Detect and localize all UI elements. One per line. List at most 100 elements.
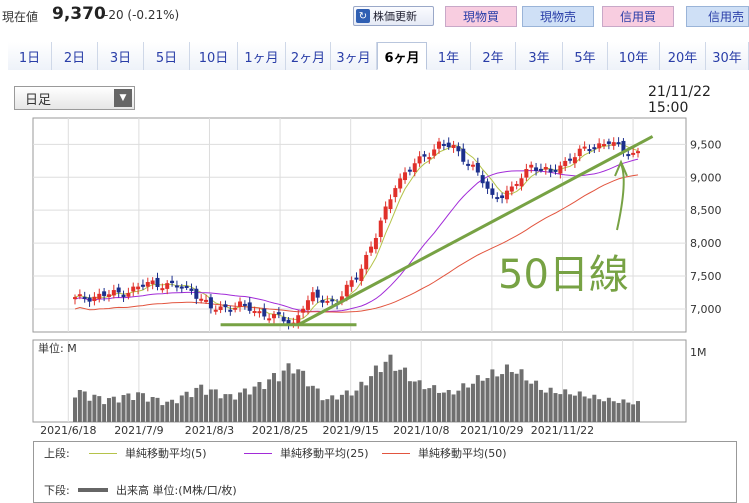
candle-86 — [490, 183, 495, 199]
tab-period-14[interactable]: 20年 — [660, 42, 706, 70]
candle-58 — [354, 272, 359, 283]
candle-body-72 — [422, 154, 427, 157]
margin-buy-button[interactable]: 信用買 — [602, 6, 674, 27]
tab-period-1[interactable]: 2日 — [52, 42, 98, 70]
candle-body-5 — [97, 293, 102, 300]
price-header: 現在値 9,370 -20 (-0.21%) ↻ 株価更新 現物買 現物売 信用… — [0, 0, 749, 34]
candle-89 — [504, 185, 509, 204]
volume-bar-5 — [97, 396, 102, 422]
candle-99 — [553, 164, 558, 175]
candle-body-110 — [606, 141, 611, 144]
legend-ma25: 単純移動平均(25) — [244, 444, 369, 462]
tab-period-4[interactable]: 10日 — [190, 42, 238, 70]
candle-78 — [451, 140, 456, 153]
volume-bar-53 — [330, 395, 335, 422]
candle-body-9 — [116, 287, 121, 293]
candle-106 — [587, 144, 592, 154]
candle-41 — [271, 310, 276, 324]
tab-period-13[interactable]: 10年 — [608, 42, 660, 70]
candle-77 — [446, 137, 451, 150]
volume-bar-84 — [480, 380, 485, 422]
interval-select[interactable]: 日足 ▼ — [14, 86, 135, 110]
cash-buy-button[interactable]: 現物買 — [445, 6, 517, 27]
volume-bar-8 — [111, 396, 116, 422]
volume-bar-96 — [538, 389, 543, 422]
price-tick-label-5: 7,000 — [690, 303, 722, 316]
volume-bar-81 — [466, 387, 471, 422]
margin-sell-button[interactable]: 信用売 — [686, 6, 749, 27]
candle-body-47 — [301, 308, 306, 313]
tab-period-10[interactable]: 2年 — [471, 42, 516, 70]
volume-bar-45 — [291, 373, 296, 422]
candle-88 — [500, 192, 505, 204]
volume-bar-69 — [407, 381, 412, 422]
candle-body-23 — [184, 285, 189, 288]
volume-bar-6 — [102, 404, 107, 422]
candle-98 — [548, 164, 553, 178]
cash-sell-button[interactable]: 現物売 — [522, 6, 594, 27]
candle-body-62 — [373, 238, 378, 250]
candle-44 — [286, 317, 291, 330]
candle-27 — [204, 294, 209, 304]
candle-body-76 — [441, 143, 446, 146]
volume-bar-51 — [320, 400, 325, 422]
tab-period-2[interactable]: 3日 — [98, 42, 144, 70]
candle-body-73 — [427, 157, 432, 160]
tab-period-9[interactable]: 1年 — [427, 42, 471, 70]
tab-period-11[interactable]: 3年 — [516, 42, 563, 70]
candle-body-27 — [204, 299, 209, 302]
tab-period-5[interactable]: 1ヶ月 — [238, 42, 286, 70]
candle-21 — [174, 280, 179, 292]
x-tick-label-3: 2021/8/25 — [252, 424, 308, 437]
ma25-line — [74, 158, 639, 312]
volume-bar-85 — [485, 378, 490, 422]
tab-period-15[interactable]: 30年 — [706, 42, 749, 70]
candle-body-100 — [558, 165, 563, 174]
volume-bar-32 — [228, 394, 233, 422]
tab-period-0[interactable]: 1日 — [8, 42, 52, 70]
candle-29 — [213, 305, 218, 315]
candle-94 — [529, 161, 534, 173]
volume-bar-29 — [213, 389, 218, 422]
volume-bar-7 — [106, 398, 111, 422]
volume-bar-1 — [77, 389, 82, 422]
candle-20 — [170, 275, 175, 287]
candle-93 — [524, 163, 529, 182]
volume-tick-label: 1M — [690, 346, 707, 359]
volume-bar-20 — [170, 399, 175, 422]
volume-bar-67 — [398, 369, 403, 422]
volume-bar-109 — [602, 401, 607, 422]
tab-period-8[interactable]: 6ヶ月 — [377, 42, 427, 70]
volume-unit-label: 単位: M — [38, 341, 77, 355]
tab-period-12[interactable]: 5年 — [563, 42, 608, 70]
tab-period-6[interactable]: 2ヶ月 — [286, 42, 331, 70]
candle-body-115 — [631, 152, 636, 155]
volume-bar-92 — [519, 369, 524, 422]
candle-103 — [572, 152, 577, 168]
candle-26 — [199, 294, 204, 304]
candle-body-50 — [315, 289, 320, 298]
candle-body-58 — [354, 277, 359, 280]
candle-body-94 — [529, 164, 534, 168]
candle-111 — [611, 137, 616, 150]
ma50-line — [74, 174, 639, 313]
volume-bar-62 — [373, 365, 378, 422]
volume-bar-60 — [364, 385, 369, 422]
candle-body-69 — [407, 169, 412, 172]
volume-bar-116 — [636, 401, 640, 422]
volume-bar-100 — [558, 394, 563, 422]
volume-bar-33 — [233, 399, 238, 422]
candle-body-78 — [451, 144, 456, 149]
price-tick-label-0: 9,500 — [690, 138, 722, 151]
tab-period-7[interactable]: 3ヶ月 — [331, 42, 377, 70]
candle-105 — [582, 141, 587, 151]
volume-bar-57 — [349, 395, 354, 422]
volume-bar-86 — [490, 369, 495, 422]
candle-body-11 — [126, 293, 131, 297]
tab-period-3[interactable]: 5日 — [144, 42, 190, 70]
candle-24 — [189, 283, 194, 295]
refresh-price-button[interactable]: ↻ 株価更新 — [353, 6, 434, 26]
candle-47 — [301, 305, 306, 318]
volume-bar-40 — [267, 379, 272, 422]
price-tick-label-1: 9,000 — [690, 171, 722, 184]
